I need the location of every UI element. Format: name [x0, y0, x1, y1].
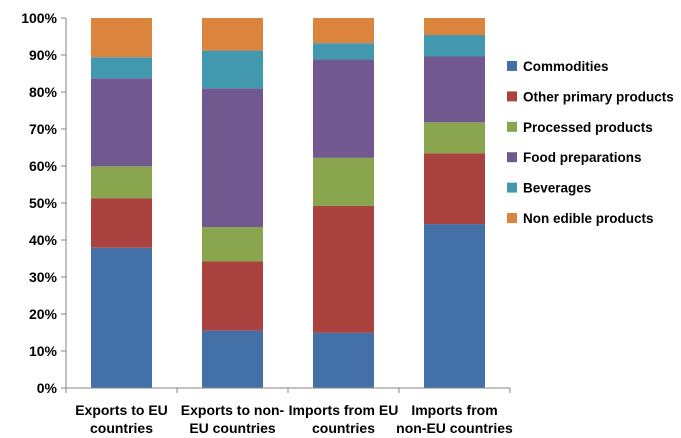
- bar-segment-other-primary-products: [91, 198, 152, 248]
- bar-segment-beverages: [91, 57, 152, 79]
- bar-segment-food-preparations: [313, 59, 374, 158]
- legend-item: Food preparations: [507, 150, 642, 165]
- legend-label: Food preparations: [523, 150, 642, 165]
- legend-label: Processed products: [523, 120, 653, 135]
- x-category-label: Exports to EU countries: [75, 402, 168, 436]
- bar-segment-processed-products: [91, 166, 152, 199]
- bar-segment-beverages: [202, 50, 263, 89]
- y-tick-label: 30%: [29, 269, 58, 285]
- bar-stack: [313, 18, 374, 388]
- legend-swatch: [507, 152, 517, 163]
- y-tick-label: 100%: [21, 10, 57, 26]
- y-tick-label: 10%: [29, 343, 58, 359]
- bar-segment-processed-products: [424, 122, 485, 154]
- bar-segment-non-edible-products: [313, 18, 374, 44]
- y-axis: 0% 10% 20% 30% 40% 50% 60% 70% 80% 90% 100%: [21, 10, 67, 396]
- bar-segment-processed-products: [313, 157, 374, 206]
- legend-swatch: [507, 61, 517, 71]
- bar-segment-beverages: [424, 35, 485, 57]
- legend-item: Commodities: [507, 59, 609, 74]
- bar-stack: [424, 18, 485, 388]
- bar-segment-food-preparations: [91, 78, 152, 167]
- bar-segment-processed-products: [202, 227, 263, 262]
- legend-label: Beverages: [523, 181, 591, 196]
- legend-item: Non edible products: [507, 211, 654, 226]
- legend-item: Beverages: [507, 181, 591, 196]
- bar-segment-commodities: [202, 330, 263, 388]
- legend-swatch: [507, 121, 517, 132]
- bar-segment-non-edible-products: [91, 18, 152, 58]
- y-tick-label: 0%: [37, 380, 58, 396]
- bar-segment-other-primary-products: [424, 153, 485, 225]
- y-tick-label: 50%: [29, 195, 58, 211]
- legend-swatch: [507, 182, 517, 193]
- bar-segment-food-preparations: [202, 88, 263, 228]
- bar-segment-other-primary-products: [202, 261, 263, 331]
- legend-item: Processed products: [507, 120, 653, 135]
- bar-segment-commodities: [91, 247, 152, 388]
- legend-swatch: [507, 213, 517, 223]
- y-tick-label: 60%: [29, 158, 58, 174]
- y-tick-label: 80%: [29, 84, 58, 100]
- x-category-label: Exports to non-EU countries: [181, 402, 285, 436]
- bar-segment-food-preparations: [424, 56, 485, 123]
- bar-segment-non-edible-products: [202, 18, 263, 51]
- x-axis: Exports to EU countries Exports to non-EU …: [65, 387, 513, 436]
- y-tick-label: 70%: [29, 121, 58, 137]
- legend: Commodities Other primary products Process…: [507, 59, 674, 226]
- bar-stack: [91, 18, 152, 388]
- bar-stack: [202, 18, 263, 388]
- legend-item: Other primary products: [507, 89, 674, 104]
- bar-segment-commodities: [424, 224, 485, 388]
- y-tick-label: 90%: [29, 47, 58, 63]
- legend-label: Non edible products: [523, 211, 654, 226]
- legend-label: Commodities: [523, 59, 609, 74]
- bar-segment-non-edible-products: [424, 18, 485, 36]
- x-category-label: Imports from EU countries: [289, 402, 399, 436]
- y-tick-label: 20%: [29, 306, 58, 322]
- bar-segment-beverages: [313, 43, 374, 60]
- plot-area: [91, 18, 485, 388]
- bar-segment-commodities: [313, 332, 374, 388]
- legend-label: Other primary products: [523, 89, 674, 104]
- legend-swatch: [507, 91, 517, 102]
- y-tick-label: 40%: [29, 232, 58, 248]
- bar-segment-other-primary-products: [313, 205, 374, 333]
- x-category-label: Imports from non-EU countries: [396, 402, 513, 436]
